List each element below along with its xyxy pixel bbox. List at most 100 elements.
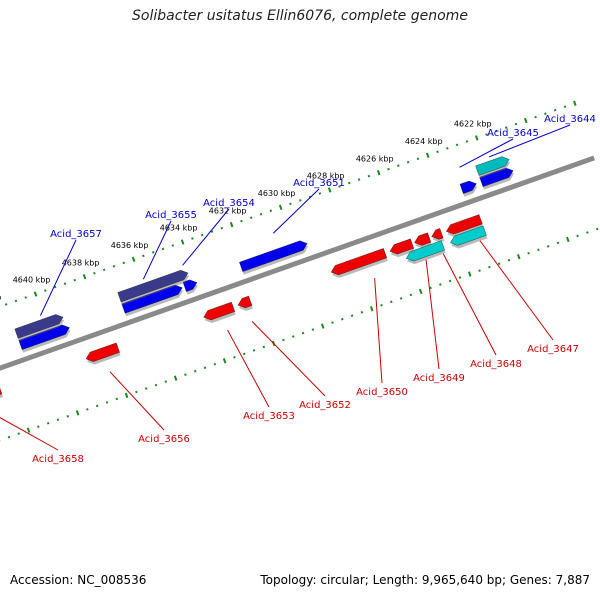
scale-tick-lower (429, 286, 432, 290)
scale-tick-upper (425, 152, 430, 158)
scale-tick-upper (504, 126, 508, 129)
gene-callout-label[interactable]: Acid_3658 (32, 454, 84, 465)
gene-callout-label[interactable]: Acid_3657 (50, 229, 102, 240)
reverse-gene-arrow[interactable] (431, 228, 444, 240)
scale-tick-label: 4636 kbp (111, 241, 149, 250)
gene-callout-label[interactable]: Acid_3649 (413, 373, 465, 384)
gene-callout-label[interactable]: Acid_3645 (487, 128, 539, 139)
callout-leader-line (142, 220, 172, 280)
scale-tick-upper (210, 230, 214, 233)
scale-tick-lower (439, 283, 442, 286)
reverse-gene-arrow[interactable] (0, 385, 3, 404)
gene-callout-label[interactable]: Acid_3648 (470, 359, 522, 370)
scale-tick-upper (161, 247, 165, 251)
scale-tick-lower (467, 271, 472, 277)
callout-leader-line (272, 188, 320, 234)
reverse-gene-arrow[interactable] (85, 342, 120, 362)
forward-gene-arrow[interactable] (239, 240, 308, 272)
scale-tick-upper (93, 271, 96, 275)
gene-callout-label[interactable]: Acid_3654 (203, 198, 255, 209)
scale-tick-upper (485, 133, 488, 136)
scale-tick-lower (262, 345, 266, 349)
forward-gene-arrow[interactable] (18, 324, 70, 350)
scale-tick-lower (242, 352, 246, 356)
scale-tick-lower (46, 421, 50, 425)
forward-gene-arrow[interactable] (182, 279, 198, 292)
scale-tick-lower (320, 323, 325, 329)
scale-tick-upper (514, 122, 518, 126)
gene-callout-label[interactable]: Acid_3652 (299, 400, 351, 411)
scale-tick-upper (387, 167, 390, 171)
scale-tick-label: 4638 kbp (62, 258, 100, 267)
scale-tick-lower (497, 262, 501, 265)
scale-tick-lower (115, 397, 119, 401)
scale-tick-upper (53, 285, 57, 289)
scale-tick-lower (75, 410, 80, 416)
callout-leader-line (374, 277, 383, 384)
scale-tick-lower (7, 435, 11, 439)
scale-tick-lower (17, 432, 21, 435)
scale-tick-upper (465, 140, 469, 143)
forward-gene-arrow[interactable] (121, 284, 183, 314)
forward-gene-arrow[interactable] (14, 314, 64, 339)
scale-tick-upper (33, 291, 38, 297)
callout-leader-line (459, 138, 514, 168)
topology-text: Topology: circular; Length: 9,965,640 bp… (260, 573, 590, 587)
scale-tick-upper (200, 233, 204, 237)
gene-callout-label[interactable]: Acid_3651 (293, 178, 345, 189)
scale-tick-upper (151, 251, 155, 254)
reverse-gene-arrow[interactable] (405, 240, 445, 262)
reverse-gene-arrow[interactable] (237, 295, 253, 309)
gene-callout-label[interactable]: Acid_3653 (243, 411, 295, 422)
gene-callout-label[interactable]: Acid_3650 (356, 387, 408, 398)
scale-tick-lower (516, 254, 521, 260)
backbone-line (0, 155, 595, 371)
scale-tick-lower (124, 392, 129, 399)
scale-tick-lower (527, 251, 530, 255)
scale-tick-lower (478, 269, 481, 272)
scale-tick-lower (360, 310, 364, 314)
reverse-gene-arrow[interactable] (450, 225, 487, 246)
scale-tick-label: 4626 kbp (356, 154, 394, 163)
gene-callout-label[interactable]: Acid_3655 (145, 210, 197, 221)
scale-tick-upper (63, 282, 67, 285)
scale-tick-upper (446, 147, 449, 150)
reverse-gene-arrow[interactable] (389, 238, 414, 255)
gene-callout-label[interactable]: Acid_3647 (527, 344, 579, 355)
scale-tick-lower (95, 404, 99, 408)
gene-callout-label[interactable]: Acid_3644 (544, 114, 596, 125)
scale-tick-lower (105, 401, 109, 404)
scale-tick-upper (298, 199, 302, 202)
scale-tick-lower (537, 248, 540, 252)
scale-tick-upper (406, 160, 410, 164)
scale-tick-upper (249, 216, 253, 220)
reverse-gene-arrow[interactable] (330, 248, 388, 276)
reverse-gene-arrow[interactable] (446, 214, 483, 235)
scale-tick-upper (348, 181, 351, 185)
scale-tick-lower (301, 331, 305, 335)
forward-gene-arrow[interactable] (475, 156, 510, 176)
gene-callout-label[interactable]: Acid_3656 (138, 434, 190, 445)
scale-tick-lower (37, 425, 40, 428)
scale-tick-lower (213, 362, 217, 366)
scale-tick-lower (556, 241, 560, 245)
scale-tick-lower (135, 390, 138, 394)
scale-tick-lower (350, 314, 354, 317)
callout-leader-line (182, 208, 230, 266)
forward-gene-arrow[interactable] (479, 167, 514, 187)
scale-tick-upper (289, 202, 292, 206)
scale-tick-label: 4630 kbp (258, 189, 296, 198)
reverse-gene-arrow[interactable] (203, 301, 236, 321)
forward-gene-arrow[interactable] (459, 180, 477, 194)
scale-tick-label: 4622 kbp (454, 120, 492, 129)
scale-tick-upper (416, 157, 420, 161)
callout-leader-line (251, 321, 326, 397)
scale-tick-upper (82, 273, 87, 280)
scale-tick-label: 4628 kbp (307, 172, 345, 181)
callout-leader-line (0, 417, 59, 451)
reverse-gene-arrow[interactable] (414, 232, 432, 246)
scale-tick-lower (154, 383, 158, 387)
scale-tick-lower (576, 234, 579, 238)
forward-gene-arrow[interactable] (117, 270, 189, 303)
